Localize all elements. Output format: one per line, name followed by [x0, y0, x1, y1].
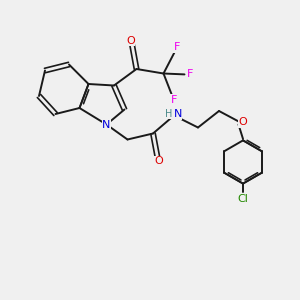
Text: F: F: [174, 42, 180, 52]
Text: O: O: [154, 156, 164, 166]
Text: N: N: [173, 109, 182, 119]
Text: O: O: [126, 36, 135, 46]
Text: Cl: Cl: [238, 194, 248, 204]
Text: H: H: [165, 109, 172, 119]
Text: N: N: [102, 119, 111, 130]
Text: F: F: [171, 94, 177, 105]
Text: O: O: [238, 117, 247, 128]
Text: F: F: [187, 69, 194, 80]
